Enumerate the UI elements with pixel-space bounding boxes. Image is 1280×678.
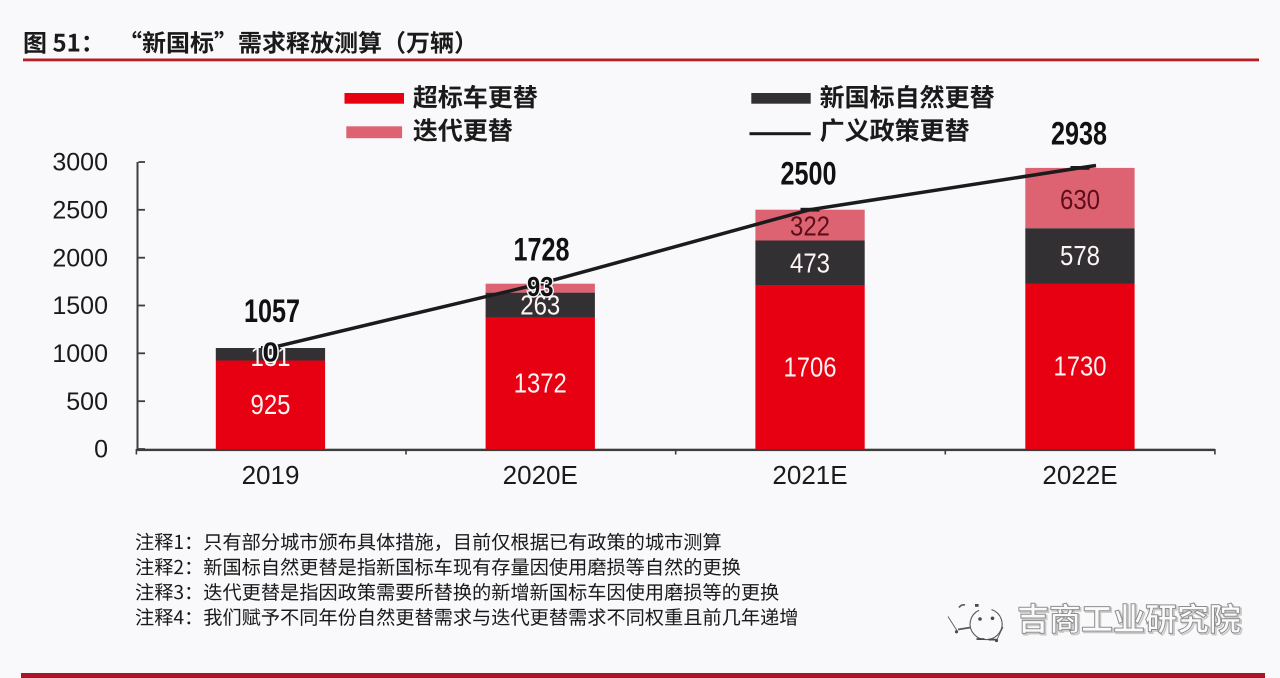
svg-text:2500: 2500 bbox=[781, 156, 837, 192]
svg-text:93: 93 bbox=[527, 271, 554, 302]
svg-text:322: 322 bbox=[790, 211, 830, 242]
svg-text:263: 263 bbox=[520, 290, 560, 321]
svg-text:2021E: 2021E bbox=[772, 460, 847, 490]
svg-text:578: 578 bbox=[1060, 240, 1100, 271]
svg-text:500: 500 bbox=[66, 388, 108, 416]
svg-text:0: 0 bbox=[94, 436, 108, 464]
svg-text:1500: 1500 bbox=[52, 292, 108, 320]
svg-text:1372: 1372 bbox=[514, 368, 567, 399]
svg-text:93: 93 bbox=[527, 271, 554, 302]
svg-text:1728: 1728 bbox=[514, 232, 570, 268]
svg-text:2020E: 2020E bbox=[503, 460, 578, 490]
svg-text:3000: 3000 bbox=[52, 149, 108, 177]
svg-text:2022E: 2022E bbox=[1042, 460, 1117, 490]
svg-text:473: 473 bbox=[790, 248, 830, 279]
svg-text:2938: 2938 bbox=[1051, 116, 1107, 152]
svg-text:925: 925 bbox=[251, 389, 291, 420]
svg-text:0: 0 bbox=[263, 337, 279, 368]
svg-text:2500: 2500 bbox=[52, 197, 108, 225]
svg-text:131: 131 bbox=[251, 341, 291, 372]
svg-text:2019: 2019 bbox=[242, 460, 300, 490]
svg-text:2000: 2000 bbox=[52, 244, 108, 272]
svg-text:1730: 1730 bbox=[1054, 351, 1107, 382]
svg-text:1706: 1706 bbox=[784, 352, 837, 383]
svg-text:630: 630 bbox=[1060, 184, 1100, 215]
svg-text:0: 0 bbox=[263, 337, 279, 368]
svg-text:1000: 1000 bbox=[52, 340, 108, 368]
svg-text:1057: 1057 bbox=[244, 293, 300, 329]
